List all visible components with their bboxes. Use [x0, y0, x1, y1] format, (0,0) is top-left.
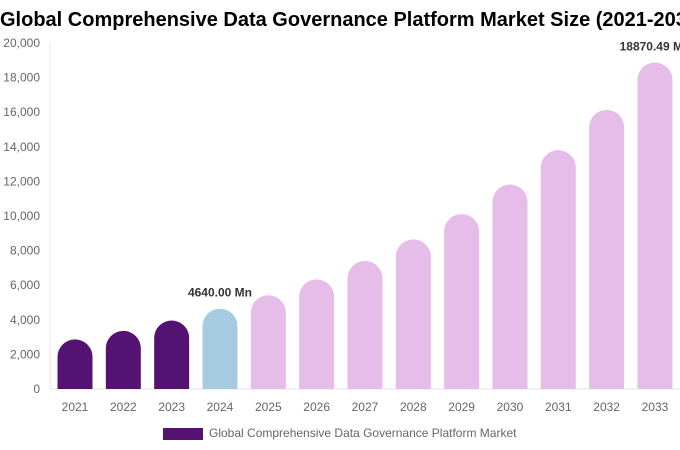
y-tick-label: 6,000: [10, 278, 40, 292]
bar-2027: [347, 260, 383, 389]
x-tick-label: 2024: [207, 400, 234, 414]
y-tick-label: 0: [33, 382, 40, 396]
y-tick-label: 18,000: [3, 71, 40, 85]
bar-2021: [57, 339, 93, 389]
x-tick-label: 2030: [497, 400, 524, 414]
x-tick-label: 2029: [448, 400, 475, 414]
y-tick-label: 12,000: [3, 174, 40, 188]
x-tick-label: 2028: [400, 400, 427, 414]
bar-2022: [105, 330, 141, 389]
bar-2024: [202, 308, 238, 389]
bar-2028: [395, 239, 431, 389]
y-tick-label: 14,000: [3, 140, 40, 154]
legend-swatch: [163, 428, 203, 440]
data-label: 4640.00 Mn: [188, 286, 252, 300]
bar-2025: [250, 295, 286, 389]
chart-title: Global Comprehensive Data Governance Pla…: [0, 9, 680, 31]
y-tick-label: 20,000: [3, 36, 40, 50]
y-tick-label: 10,000: [3, 209, 40, 223]
y-tick-label: 4,000: [10, 313, 40, 327]
y-tick-label: 8,000: [10, 244, 40, 258]
x-tick-label: 2022: [110, 400, 137, 414]
x-tick-label: 2025: [255, 400, 282, 414]
bar-2026: [299, 279, 335, 389]
x-tick-label: 2023: [158, 400, 185, 414]
x-tick-label: 2021: [62, 400, 89, 414]
x-tick-label: 2027: [352, 400, 379, 414]
y-tick-label: 16,000: [3, 105, 40, 119]
data-label: 18870.49 Mn: [620, 40, 680, 54]
bar-2032: [589, 109, 625, 390]
bar-2031: [540, 150, 576, 389]
x-tick-label: 2031: [545, 400, 572, 414]
x-tick-label: 2026: [303, 400, 330, 414]
y-tick-label: 2,000: [10, 347, 40, 361]
bar-2033: [637, 62, 673, 389]
bar-2030: [492, 184, 528, 389]
x-tick-label: 2033: [642, 400, 669, 414]
x-tick-label: 2032: [593, 400, 620, 414]
bar-2029: [444, 214, 480, 389]
legend-label: Global Comprehensive Data Governance Pla…: [209, 426, 517, 440]
bar-2023: [154, 320, 190, 389]
